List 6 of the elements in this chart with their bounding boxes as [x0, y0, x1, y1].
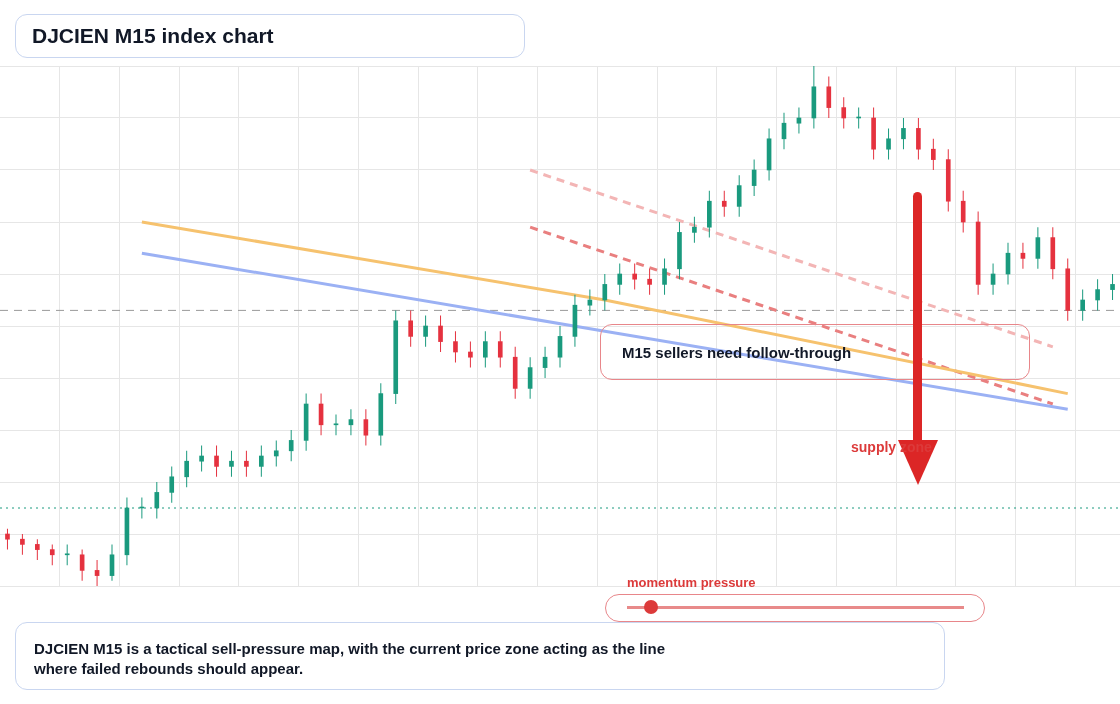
candlestick: [886, 128, 891, 160]
annotation: M15 sellers need follow-through: [600, 324, 1030, 380]
candlestick: [64, 544, 70, 566]
text: DJCIEN M15 is a tactical sell-pressure map, with the current price zone acting as the line where failed rebounds should appear.: [34, 639, 667, 679]
chart-title: DJCIEN M15 index chart: [15, 14, 525, 58]
annotation: momentum pressure: [627, 575, 756, 590]
